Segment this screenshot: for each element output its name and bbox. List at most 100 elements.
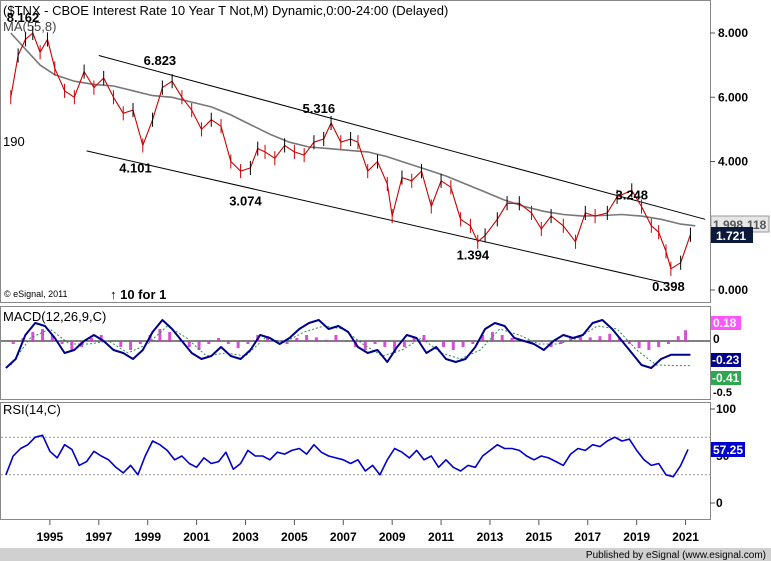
macd-histogram-bar — [490, 332, 494, 341]
price-series-layer — [10, 25, 691, 276]
rsi-value-label: 57.25 — [713, 443, 743, 457]
macd-signal-label: -0.41 — [712, 371, 740, 385]
macd-histogram-bar — [99, 335, 103, 341]
x-tick-label: 2021 — [672, 530, 699, 544]
channel-line-lower — [86, 150, 669, 285]
macd-histogram-bar — [500, 335, 504, 341]
rsi-line — [5, 434, 689, 478]
macd-histogram-bar — [177, 341, 181, 342]
macd-histogram-label: 0.18 — [713, 316, 737, 330]
macd-layer — [1, 319, 710, 369]
macd-histogram-bar — [207, 341, 211, 344]
macd-histogram-bar — [11, 341, 15, 344]
x-tick-label: 1995 — [37, 530, 64, 544]
macd-histogram-bar — [569, 338, 573, 341]
macd-histogram-bar — [363, 341, 367, 350]
panel-frames — [0, 0, 711, 520]
macd-histogram-bar — [647, 341, 651, 350]
macd-histogram-bar — [666, 341, 670, 344]
price-annotation: 3.248 — [615, 188, 648, 203]
rsi-layer — [1, 434, 710, 478]
macd-signal-box: -0.41 — [711, 371, 741, 385]
price-annotation: 6.823 — [144, 53, 177, 68]
price-annotation: 0.398 — [652, 279, 685, 294]
x-tick-label: 2011 — [428, 530, 454, 544]
rsi-value-box: 57.25 — [711, 442, 745, 457]
macd-line-label: -0.23 — [712, 353, 740, 367]
x-tick-label: 2013 — [477, 530, 504, 544]
macd-histogram-bar — [451, 341, 455, 350]
macd-histogram-bar — [285, 341, 289, 344]
price-annotation: 3.074 — [229, 193, 262, 208]
x-tick-label: 1997 — [85, 530, 112, 544]
macd-histogram-bar — [383, 341, 387, 347]
x-tick-label: 2001 — [183, 530, 210, 544]
macd-histogram-bar — [138, 341, 142, 344]
macd-histogram-bar — [393, 341, 397, 353]
esignal-watermark: © eSignal, 2011 — [4, 289, 68, 299]
x-tick-label: 2007 — [330, 530, 357, 544]
macd-histogram-bar — [373, 341, 377, 344]
macd-histogram-bar — [461, 341, 465, 347]
macd-histogram-bar — [344, 341, 348, 342]
price-label-box: 1.721 — [711, 227, 753, 243]
macd-low-label: -0.5 — [713, 387, 732, 399]
macd-histogram-bar — [314, 337, 318, 341]
x-tick-label: 2005 — [281, 530, 308, 544]
macd-histogram-bar — [422, 335, 426, 341]
macd-histogram-bar — [187, 341, 191, 347]
macd-histogram-bar — [41, 329, 45, 341]
macd-histogram-bar — [305, 335, 309, 341]
macd-histogram-bar — [539, 341, 543, 343]
price-annotation: 4.101 — [119, 160, 152, 175]
macd-histogram-bar — [70, 341, 74, 350]
macd-histogram-bar — [246, 341, 250, 344]
macd-title: MACD(12,26,9,C) — [3, 309, 106, 324]
macd-histogram-bar — [510, 338, 514, 341]
rsi-title: RSI(14,C) — [3, 402, 61, 417]
price-label: 1.721 — [716, 229, 746, 243]
price-tick-label: 0.000 — [718, 283, 748, 297]
macd-histogram-bar — [402, 341, 406, 347]
macd-histogram-bar — [50, 335, 54, 341]
macd-histogram-bar — [578, 335, 582, 341]
macd-histogram-bar — [129, 341, 133, 350]
x-tick-label: 1999 — [134, 530, 161, 544]
price-tick-label: 4.000 — [718, 155, 748, 169]
price-tick-label: 6.000 — [718, 90, 748, 104]
x-axis: 1995 1997 1999 2001 2003 2005 2007 2009 2011 2013… — [37, 520, 699, 544]
x-tick-label: 2017 — [574, 530, 601, 544]
macd-histogram-bar — [119, 341, 123, 347]
macd-histogram-bar — [559, 341, 563, 344]
macd-histogram-bar — [158, 329, 162, 341]
ma-readout-box: 1.998 118 — [710, 215, 770, 233]
split-note: ↑ 10 for 1 — [110, 287, 166, 302]
price-tick-label: 8.000 — [718, 26, 748, 40]
rsi-tick-label: 100 — [716, 402, 736, 416]
footer-bar — [0, 548, 771, 561]
trend-channel — [86, 55, 706, 285]
macd-histogram-bar — [60, 341, 64, 344]
moving-average-line — [10, 32, 696, 227]
price-annotation: 8.162 — [7, 10, 40, 25]
macd-histogram-bar — [676, 336, 680, 341]
macd-histogram-bar — [471, 341, 475, 344]
x-tick-label: 2015 — [526, 530, 553, 544]
x-tick-label: 2009 — [379, 530, 406, 544]
macd-histogram-bar — [608, 333, 612, 341]
chart-title: ($TNX - CBOE Interest Rate 10 Year T Not… — [3, 3, 448, 18]
macd-line — [5, 319, 691, 369]
macd-histogram-bar — [657, 341, 661, 347]
macd-histogram-bar — [168, 332, 172, 341]
channel-line-upper — [98, 55, 706, 220]
macd-histogram-bar — [217, 338, 221, 341]
price-annotation: 5.316 — [303, 101, 336, 116]
macd-histogram-bar — [442, 341, 446, 347]
macd-histogram-bar — [324, 339, 328, 341]
macd-histogram-bar — [109, 341, 113, 342]
macd-histogram-bar — [89, 338, 93, 341]
macd-hist-box: 0.18 — [711, 316, 741, 330]
x-tick-label: 2003 — [232, 530, 259, 544]
macd-line-box: -0.23 — [711, 353, 741, 367]
